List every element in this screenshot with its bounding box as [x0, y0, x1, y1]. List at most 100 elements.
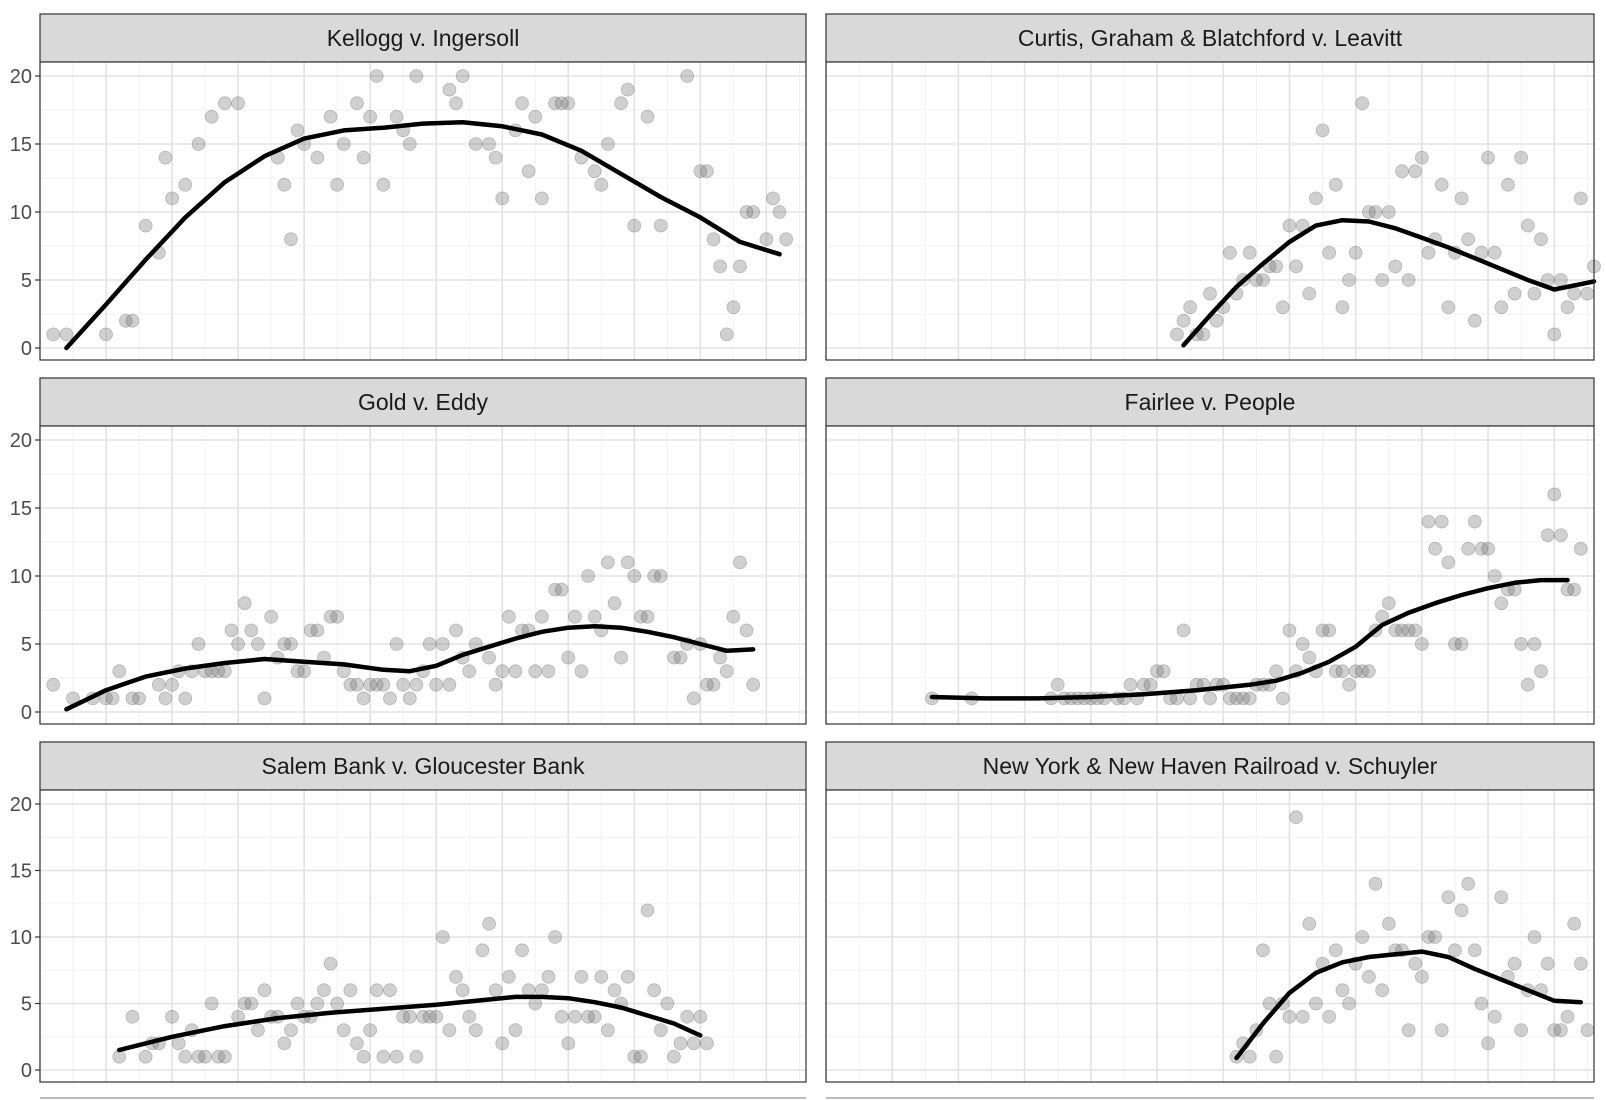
data-point — [1534, 232, 1548, 247]
data-point — [132, 691, 146, 706]
data-point — [594, 177, 609, 192]
data-point — [1388, 623, 1403, 638]
data-point — [277, 637, 292, 651]
data-point — [138, 218, 153, 233]
data-point — [1454, 191, 1469, 206]
data-point — [1560, 582, 1575, 597]
data-point — [1408, 956, 1423, 971]
data-point — [1514, 637, 1529, 651]
data-point — [356, 691, 371, 706]
data-point — [343, 677, 358, 692]
y-tick-label: 5 — [21, 634, 32, 656]
data-point — [158, 691, 173, 706]
data-point — [726, 300, 741, 315]
data-point — [369, 677, 384, 692]
data-point — [673, 650, 688, 665]
data-point — [284, 637, 298, 651]
data-point — [125, 1009, 140, 1024]
data-point — [548, 96, 562, 111]
data-point — [99, 327, 113, 342]
data-point — [488, 983, 503, 998]
data-point — [369, 983, 384, 998]
data-point — [1203, 286, 1217, 301]
data-point — [640, 109, 655, 124]
data-point — [1481, 1036, 1495, 1051]
data-point — [1481, 150, 1495, 165]
data-point — [772, 205, 787, 219]
data-point — [1553, 1023, 1568, 1037]
data-point — [1322, 245, 1337, 260]
data-point — [1461, 541, 1476, 556]
data-point — [1256, 273, 1270, 287]
data-point — [548, 930, 562, 944]
data-point — [1242, 691, 1257, 706]
data-point — [1567, 286, 1582, 301]
data-point — [1183, 691, 1198, 706]
data-point — [1454, 637, 1469, 651]
data-point — [1275, 300, 1290, 315]
data-point — [462, 664, 477, 679]
smooth-trend-line — [64, 624, 756, 712]
data-point — [1322, 1009, 1337, 1024]
data-point — [1434, 514, 1449, 529]
data-point — [667, 1049, 681, 1064]
data-point — [1514, 1023, 1529, 1037]
data-point — [1315, 623, 1330, 638]
data-point — [449, 970, 463, 984]
data-point — [686, 1036, 701, 1051]
data-point — [1540, 956, 1555, 971]
data-point — [409, 1049, 424, 1064]
data-point — [1355, 664, 1370, 679]
data-point — [1421, 245, 1436, 260]
data-point — [211, 1049, 226, 1064]
data-point — [700, 1036, 714, 1051]
data-point — [290, 123, 305, 138]
data-point — [495, 664, 510, 679]
data-point — [1520, 218, 1535, 233]
data-point — [1242, 1049, 1257, 1064]
data-point — [1222, 691, 1237, 706]
data-point — [350, 96, 364, 111]
data-point — [105, 691, 120, 706]
facet-panel: Gold v. Eddy 0 5 10 15 20 — [10, 377, 807, 725]
data-point — [733, 555, 747, 570]
data-point — [277, 1036, 292, 1051]
data-point — [1421, 930, 1436, 944]
facet-strip — [39, 377, 807, 427]
data-point — [1375, 983, 1390, 998]
data-point — [1236, 691, 1251, 706]
data-point — [310, 150, 325, 165]
data-point — [706, 232, 721, 247]
data-point — [1368, 876, 1383, 891]
data-point — [59, 327, 74, 342]
data-point — [237, 596, 252, 611]
data-point — [501, 609, 516, 624]
y-tick-label: 5 — [21, 270, 32, 292]
data-point — [1514, 150, 1529, 165]
data-point — [1580, 286, 1595, 301]
data-point — [416, 1009, 430, 1024]
data-point — [1176, 313, 1191, 328]
data-point — [1156, 664, 1171, 679]
y-tick-label: 20 — [10, 66, 32, 88]
data-point — [1401, 273, 1416, 287]
data-point — [435, 930, 450, 944]
data-point — [244, 996, 259, 1011]
panel-border — [825, 425, 1595, 725]
data-point — [343, 983, 358, 998]
data-point — [363, 1023, 378, 1037]
data-point — [1428, 541, 1443, 556]
y-tick-label: 0 — [21, 338, 32, 360]
data-point — [1348, 245, 1363, 260]
y-tick-label: 20 — [10, 430, 32, 452]
data-point — [317, 983, 331, 998]
data-point — [700, 677, 714, 692]
data-point — [330, 996, 345, 1011]
data-point — [1282, 218, 1297, 233]
data-point — [310, 623, 325, 638]
panel-background — [40, 62, 806, 360]
smooth-trend-line — [1181, 217, 1597, 348]
data-point — [1467, 943, 1482, 958]
data-point — [336, 1023, 351, 1037]
